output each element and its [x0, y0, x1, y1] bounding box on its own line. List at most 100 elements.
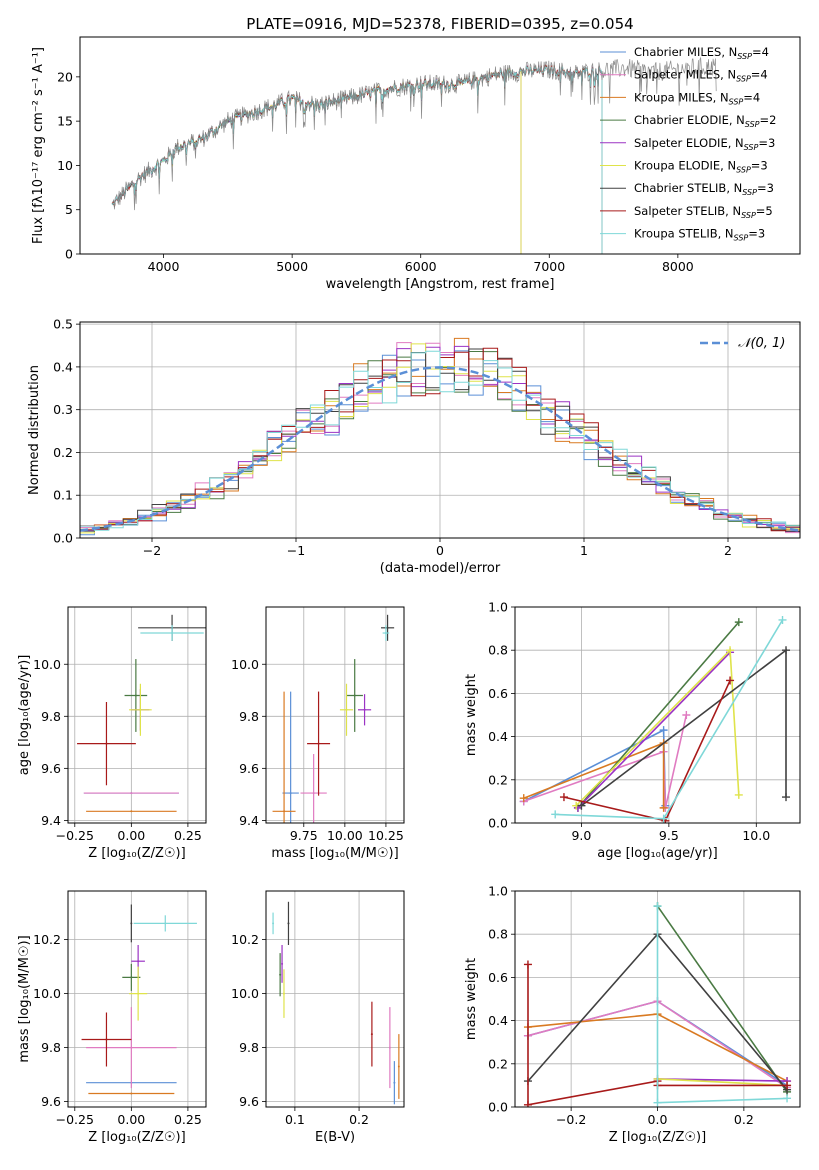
x-tick-label: 9.0: [571, 828, 591, 843]
data-point: [393, 1081, 396, 1084]
spectrum-chart: 4000 5000 6000 7000 8000 0 5 10 15 20 wavelength […: [31, 36, 801, 292]
plus-marker: [551, 810, 560, 819]
plus-marker: [782, 646, 791, 655]
data-point: [283, 810, 286, 813]
x-axis-label: Z [log₁₀(Z/Z☉)]: [88, 1130, 185, 1145]
y-axis-label: Normed distribution: [27, 365, 42, 495]
mass-weight-line: [657, 1078, 788, 1087]
data-point: [281, 962, 284, 965]
y-tick-label: 0.4: [488, 1013, 508, 1028]
y-tick-label: 10.2: [231, 932, 259, 947]
legend-entry: Kroupa ELODIE, NSSP=3: [634, 159, 768, 175]
y-tick-label: 0.3: [53, 402, 73, 417]
legend-nssp-value: =3: [748, 227, 765, 241]
y-tick-label: 9.6: [41, 1094, 61, 1109]
plus-marker: [523, 960, 532, 969]
plus-marker: [577, 801, 586, 810]
y-tick-label: 0.5: [53, 317, 73, 332]
y-axis-label: age [log₁₀(age/yr)]: [17, 655, 32, 776]
data-point: [134, 694, 137, 697]
y-tick-label: 0.0: [53, 531, 73, 546]
y-tick-label: 1.0: [488, 884, 508, 899]
plus-marker: [519, 794, 528, 803]
y-tick-label: 10.0: [231, 657, 259, 672]
x-tick-label: 0.00: [117, 828, 145, 843]
legend-entry: Chabrier STELIB, NSSP=3: [634, 181, 774, 197]
x-tick-label: 10.00: [327, 828, 363, 843]
x-axis-label: age [log₁₀(age/yr)]: [597, 846, 718, 861]
x-axis-label: mass [log₁₀(M/M☉)]: [271, 846, 398, 861]
legend-entry: Salpeter MILES, NSSP=4: [634, 68, 768, 84]
y-tick-label: 9.6: [41, 761, 61, 776]
data-point: [353, 694, 356, 697]
legend-subscript: SSP: [734, 234, 749, 243]
data-point: [105, 1038, 108, 1041]
plus-marker: [783, 1094, 792, 1103]
y-tick-label: 0: [65, 247, 73, 262]
plus-marker: [726, 676, 735, 685]
plus-marker: [782, 793, 791, 802]
data-point: [130, 810, 133, 813]
plot-area: [80, 337, 800, 536]
plus-marker: [734, 790, 743, 799]
mass-weight-vs-age-chart: 9.0 9.5 10.0 0.0 0.2 0.4 0.6 0.8 1.0 age [log₁₀(a…: [464, 600, 801, 861]
data-point: [384, 632, 387, 635]
data-point: [363, 708, 366, 711]
x-axis-label: E(B-V): [315, 1130, 355, 1145]
x-axis-label: Z [log₁₀(Z/Z☉)]: [609, 1130, 706, 1145]
data-point: [345, 708, 348, 711]
axes-frame: [79, 321, 801, 539]
mass-weight-line: [577, 651, 731, 809]
x-tick-label: 6000: [405, 259, 437, 274]
data-point: [130, 922, 133, 925]
x-tick-label: 9.5: [659, 828, 679, 843]
x-tick-label: −2: [143, 543, 161, 558]
legend-model-name: Salpeter STELIB, N: [634, 204, 741, 218]
axes-frame: [67, 606, 207, 824]
axes-frame: [67, 890, 207, 1108]
y-tick-label: 0.4: [53, 359, 73, 374]
plus-marker: [734, 618, 743, 627]
y-tick-label: 9.8: [239, 709, 259, 724]
y-axis-label: mass weight: [464, 958, 479, 1040]
y-axis-label: mass weight: [464, 674, 479, 756]
plot-area: [272, 614, 395, 823]
legend-subscript: SSP: [744, 143, 759, 152]
data-point: [130, 792, 133, 795]
y-tick-label: 0.0: [488, 1100, 508, 1115]
x-tick-label: −0.25: [56, 1112, 94, 1127]
plus-marker: [653, 902, 662, 911]
y-tick-label: 0.2: [488, 772, 508, 787]
data-point: [287, 922, 290, 925]
plus-marker: [659, 726, 668, 735]
legend-model-name: Kroupa MILES, N: [634, 90, 729, 104]
legend-entry: Salpeter ELODIE, NSSP=3: [634, 136, 775, 152]
y-tick-label: 9.4: [239, 813, 259, 828]
mass-vs-Z-chart: −0.25 0.00 0.25 9.6 9.8 10.0 10.2 Z [log₁₀(Z/Z☉…: [17, 890, 207, 1145]
axes-frame: [514, 890, 801, 1108]
plus-marker: [559, 793, 568, 802]
x-tick-label: 0.1: [285, 1112, 305, 1127]
data-point: [317, 742, 320, 745]
x-tick-label: −1: [287, 543, 305, 558]
data-point: [130, 1046, 133, 1049]
y-tick-label: 1.0: [488, 600, 508, 615]
legend-nssp-value: =5: [756, 204, 773, 218]
legend-nssp-value: =4: [751, 68, 768, 82]
axes-frame: [265, 890, 405, 1108]
model-spectrum-line: [150, 67, 522, 254]
legend-nssp-value: =3: [758, 136, 775, 150]
model-spectrum-line: [150, 68, 522, 254]
x-tick-label: 0.2: [734, 1112, 754, 1127]
data-point: [130, 1092, 133, 1095]
plus-marker: [653, 1098, 662, 1107]
data-point: [370, 1033, 373, 1036]
mass-weight-line: [523, 741, 665, 808]
x-tick-label: 0.25: [174, 1112, 202, 1127]
y-tick-label: 0.8: [488, 927, 508, 942]
x-tick-label: 5000: [276, 259, 308, 274]
plot-area: [111, 56, 717, 254]
data-point: [130, 976, 133, 979]
age-vs-mass-chart: 9.75 10.00 10.25 9.4 9.6 9.8 10.0 mass [log₁₀(M…: [231, 606, 405, 861]
x-tick-label: 8000: [662, 259, 694, 274]
